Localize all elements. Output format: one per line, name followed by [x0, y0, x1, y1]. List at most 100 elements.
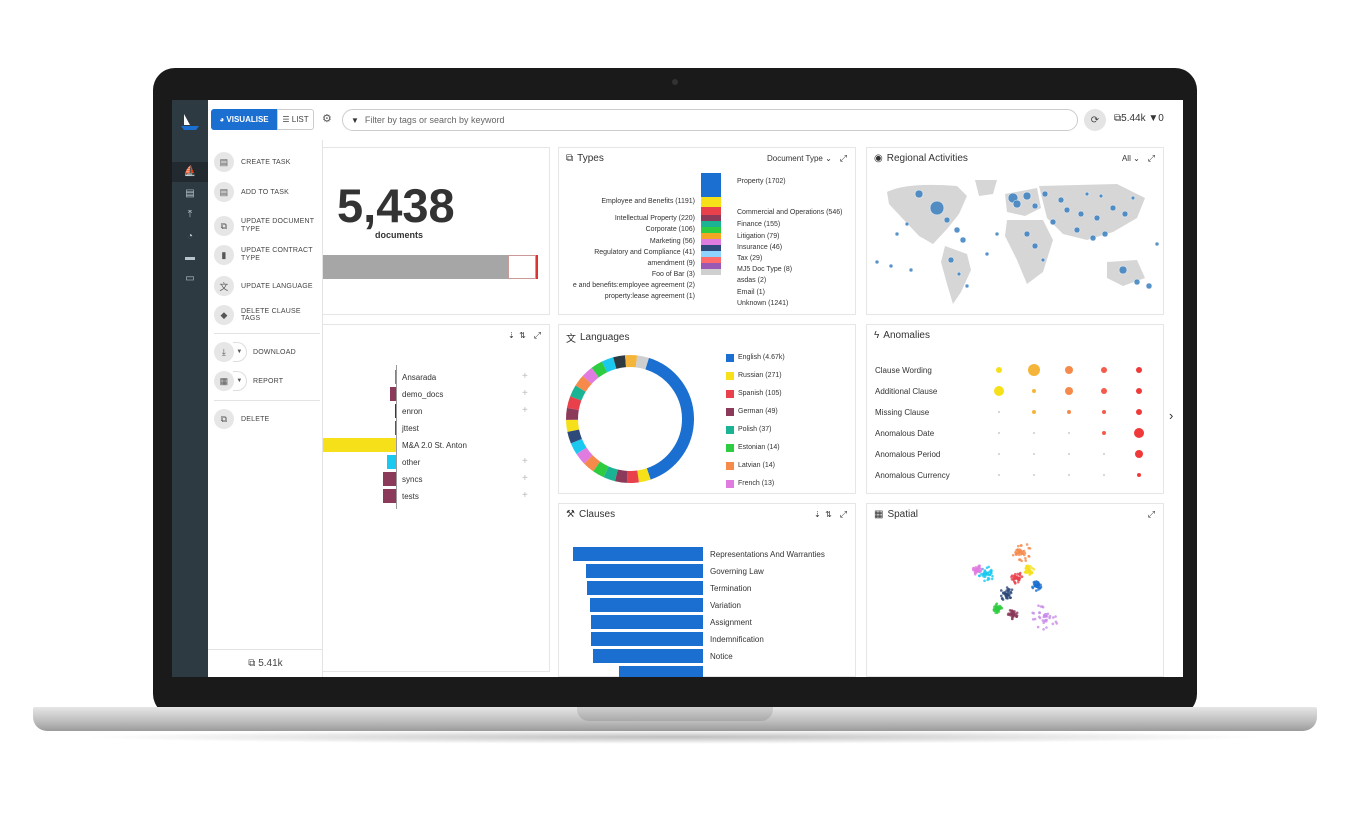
anomaly-dot[interactable]	[1068, 432, 1070, 434]
anomaly-dot[interactable]	[994, 386, 1004, 396]
world-map[interactable]	[867, 174, 1165, 314]
types-segment[interactable]	[701, 197, 721, 207]
anomaly-dot[interactable]	[1135, 450, 1143, 458]
rail-dashboard-icon[interactable]: ◔	[186, 231, 194, 242]
tag-bar[interactable]	[395, 421, 396, 435]
types-segment[interactable]	[701, 221, 721, 227]
add-tag-icon[interactable]: +	[522, 490, 528, 501]
expand-icon[interactable]: ⤢	[1147, 509, 1155, 519]
tag-bar[interactable]	[382, 472, 396, 486]
chevron-down-icon[interactable]: ▼	[233, 342, 247, 362]
update-language-button[interactable]: 文 UPDATE LANGUAGE	[214, 273, 318, 299]
types-segment[interactable]	[701, 227, 721, 233]
expand-icon[interactable]: ⤢	[839, 153, 847, 163]
anomaly-dot[interactable]	[1033, 453, 1035, 455]
tag-bar[interactable]	[323, 438, 396, 452]
tag-bar[interactable]	[390, 387, 396, 401]
anomaly-dot[interactable]	[1033, 474, 1035, 476]
expand-icon[interactable]: ⤢	[1147, 153, 1155, 163]
create-task-button[interactable]: ▤ CREATE TASK	[214, 149, 318, 175]
anomaly-dot[interactable]	[1136, 367, 1142, 373]
types-segment[interactable]	[701, 251, 721, 257]
anomaly-dot[interactable]	[1137, 473, 1141, 477]
spatial-scatter[interactable]	[957, 534, 1077, 644]
add-to-task-button[interactable]: ▤ ADD TO TASK	[214, 179, 318, 205]
tag-bar[interactable]	[382, 489, 396, 503]
clause-bar[interactable]	[591, 632, 703, 646]
chevron-down-icon[interactable]: ▼	[233, 371, 247, 391]
types-segment[interactable]	[701, 269, 721, 275]
clause-bar[interactable]	[592, 649, 703, 663]
anomaly-dot[interactable]	[1068, 453, 1070, 455]
clause-bar[interactable]	[619, 666, 703, 677]
search-input[interactable]: ▼ Filter by tags or search by keyword	[342, 109, 1078, 131]
anomaly-dot[interactable]	[1065, 366, 1073, 374]
anomaly-dot[interactable]	[998, 411, 1000, 413]
anomaly-dot[interactable]	[1102, 431, 1106, 435]
languages-donut-chart[interactable]	[565, 352, 695, 486]
clause-bar[interactable]	[589, 598, 703, 612]
clause-bar[interactable]	[573, 547, 703, 561]
anomaly-dot[interactable]	[1136, 388, 1142, 394]
sort-desc-icon[interactable]: ⇣	[813, 510, 821, 519]
expand-icon[interactable]: ⤢	[839, 509, 847, 519]
document-type-dropdown[interactable]: Document Type ⌄	[766, 154, 832, 163]
delete-button[interactable]: ⧉ DELETE	[214, 406, 318, 432]
types-segment[interactable]	[701, 207, 721, 215]
refresh-button[interactable]: ⟳	[1084, 109, 1106, 131]
types-segment[interactable]	[701, 233, 721, 239]
anomaly-dot[interactable]	[996, 367, 1002, 373]
anomaly-dot[interactable]	[1103, 453, 1105, 455]
types-segment[interactable]	[701, 263, 721, 269]
expand-icon[interactable]: ⤢	[533, 330, 541, 340]
anomaly-dot[interactable]	[1068, 474, 1070, 476]
anomaly-dot[interactable]	[1102, 410, 1106, 414]
gear-icon[interactable]: ⚙	[322, 113, 332, 125]
delete-clause-tags-button[interactable]: ◆ DELETE CLAUSE TAGS	[214, 302, 318, 328]
add-tag-icon[interactable]: +	[522, 388, 528, 399]
anomaly-dot[interactable]	[1136, 409, 1142, 415]
update-contract-type-button[interactable]: ▮ UPDATE CONTRACT TYPE	[214, 242, 320, 268]
anomaly-dot[interactable]	[1065, 387, 1073, 395]
download-button[interactable]: ⤓ ▼ DOWNLOAD	[214, 339, 318, 365]
rail-upload-icon[interactable]: ⤒	[187, 209, 193, 220]
report-button[interactable]: ▦ ▼ REPORT	[214, 368, 318, 394]
rail-visualise-icon[interactable]: ⛵	[172, 162, 208, 182]
add-tag-icon[interactable]: +	[522, 456, 528, 467]
clause-bar[interactable]	[591, 615, 703, 629]
region-filter-dropdown[interactable]: All ⌄	[1121, 154, 1140, 163]
rail-reader-icon[interactable]: ▭	[185, 273, 195, 284]
types-segment[interactable]	[701, 239, 721, 245]
anomaly-dot[interactable]	[998, 432, 1000, 434]
visualise-button[interactable]: ◕ VISUALISE	[211, 109, 277, 130]
anomaly-dot[interactable]	[1134, 428, 1144, 438]
anomaly-dot[interactable]	[1101, 367, 1107, 373]
add-tag-icon[interactable]: +	[522, 473, 528, 484]
anomaly-dot[interactable]	[1101, 388, 1107, 394]
add-tag-icon[interactable]: +	[522, 405, 528, 416]
rail-calendar-icon[interactable]: ▤	[185, 188, 195, 199]
sort-alpha-icon[interactable]: ⇅	[825, 510, 832, 519]
anomaly-dot[interactable]	[1033, 432, 1035, 434]
update-document-type-button[interactable]: ⧉ UPDATE DOCUMENT TYPE	[214, 213, 320, 239]
clause-bar[interactable]	[587, 581, 703, 595]
rail-notes-icon[interactable]: ▬	[185, 252, 195, 263]
tag-bar[interactable]	[394, 404, 396, 418]
sort-alpha-icon[interactable]: ⇅	[519, 331, 526, 340]
anomaly-dot[interactable]	[1067, 410, 1071, 414]
anomaly-dot[interactable]	[998, 453, 1000, 455]
clause-bar[interactable]	[586, 564, 703, 578]
anomaly-dot[interactable]	[998, 474, 1000, 476]
tag-bar[interactable]	[395, 370, 396, 384]
types-segment[interactable]	[701, 257, 721, 263]
list-button[interactable]: ☰ LIST	[277, 109, 314, 130]
sort-desc-icon[interactable]: ⇣	[507, 331, 515, 340]
anomaly-dot[interactable]	[1028, 364, 1040, 376]
types-segment[interactable]	[701, 215, 721, 221]
anomaly-dot[interactable]	[1032, 410, 1036, 414]
anomaly-dot[interactable]	[1103, 474, 1105, 476]
anomaly-dot[interactable]	[1032, 389, 1036, 393]
next-arrow-icon[interactable]: ›	[1169, 408, 1174, 423]
tag-bar[interactable]	[387, 455, 396, 469]
types-segment[interactable]	[701, 173, 721, 197]
